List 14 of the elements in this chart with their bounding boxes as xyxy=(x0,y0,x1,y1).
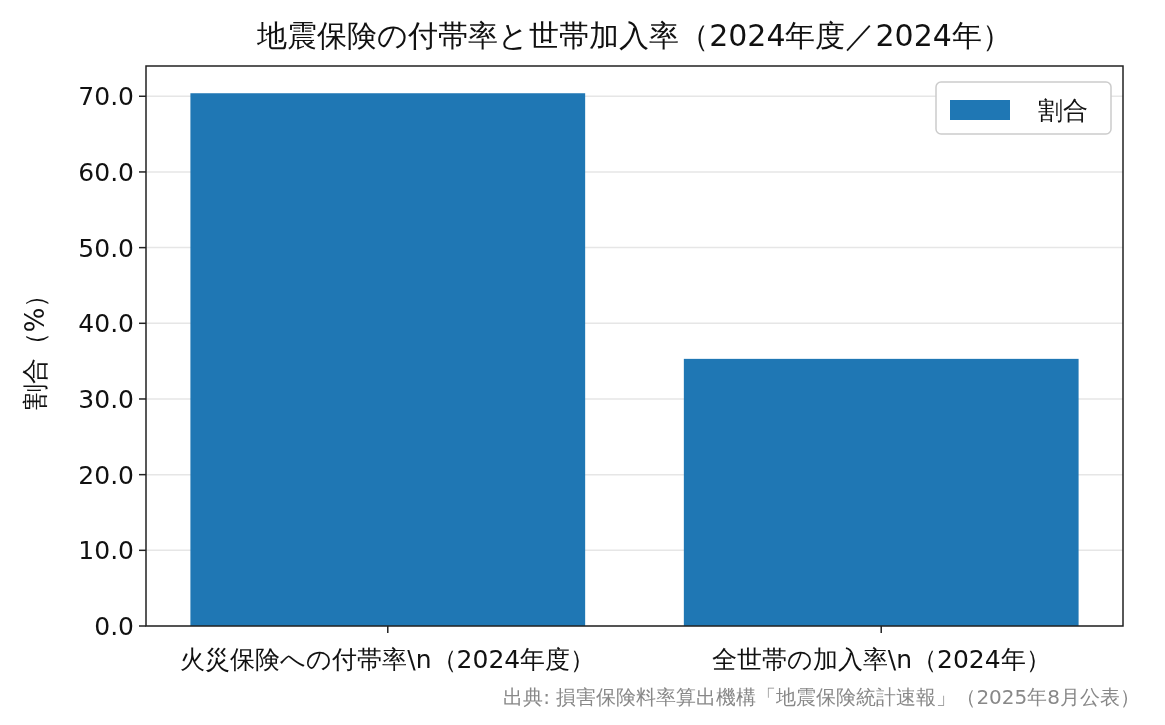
x-tick-label: 火災保険への付帯率\n（2024年度） xyxy=(180,645,596,674)
source-note: 出典: 損害保険料率算出機構「地震保険統計速報」（2025年8月公表） xyxy=(503,685,1140,709)
y-tick-label: 0.0 xyxy=(94,612,134,641)
y-axis-title: 割合（%） xyxy=(20,281,50,411)
y-tick-label: 20.0 xyxy=(78,460,134,490)
y-tick-label: 60.0 xyxy=(78,157,134,187)
y-tick-label: 10.0 xyxy=(78,536,134,566)
chart-title: 地震保険の付帯率と世帯加入率（2024年度／2024年） xyxy=(256,18,1012,53)
y-tick-label: 30.0 xyxy=(78,384,134,414)
y-tick-label: 50.0 xyxy=(78,233,134,263)
y-tick-label: 40.0 xyxy=(78,309,134,339)
x-tick-label: 全世帯の加入率\n（2024年） xyxy=(711,645,1051,674)
legend-label: 割合 xyxy=(1038,96,1088,125)
y-tick-label: 70.0 xyxy=(78,82,134,112)
